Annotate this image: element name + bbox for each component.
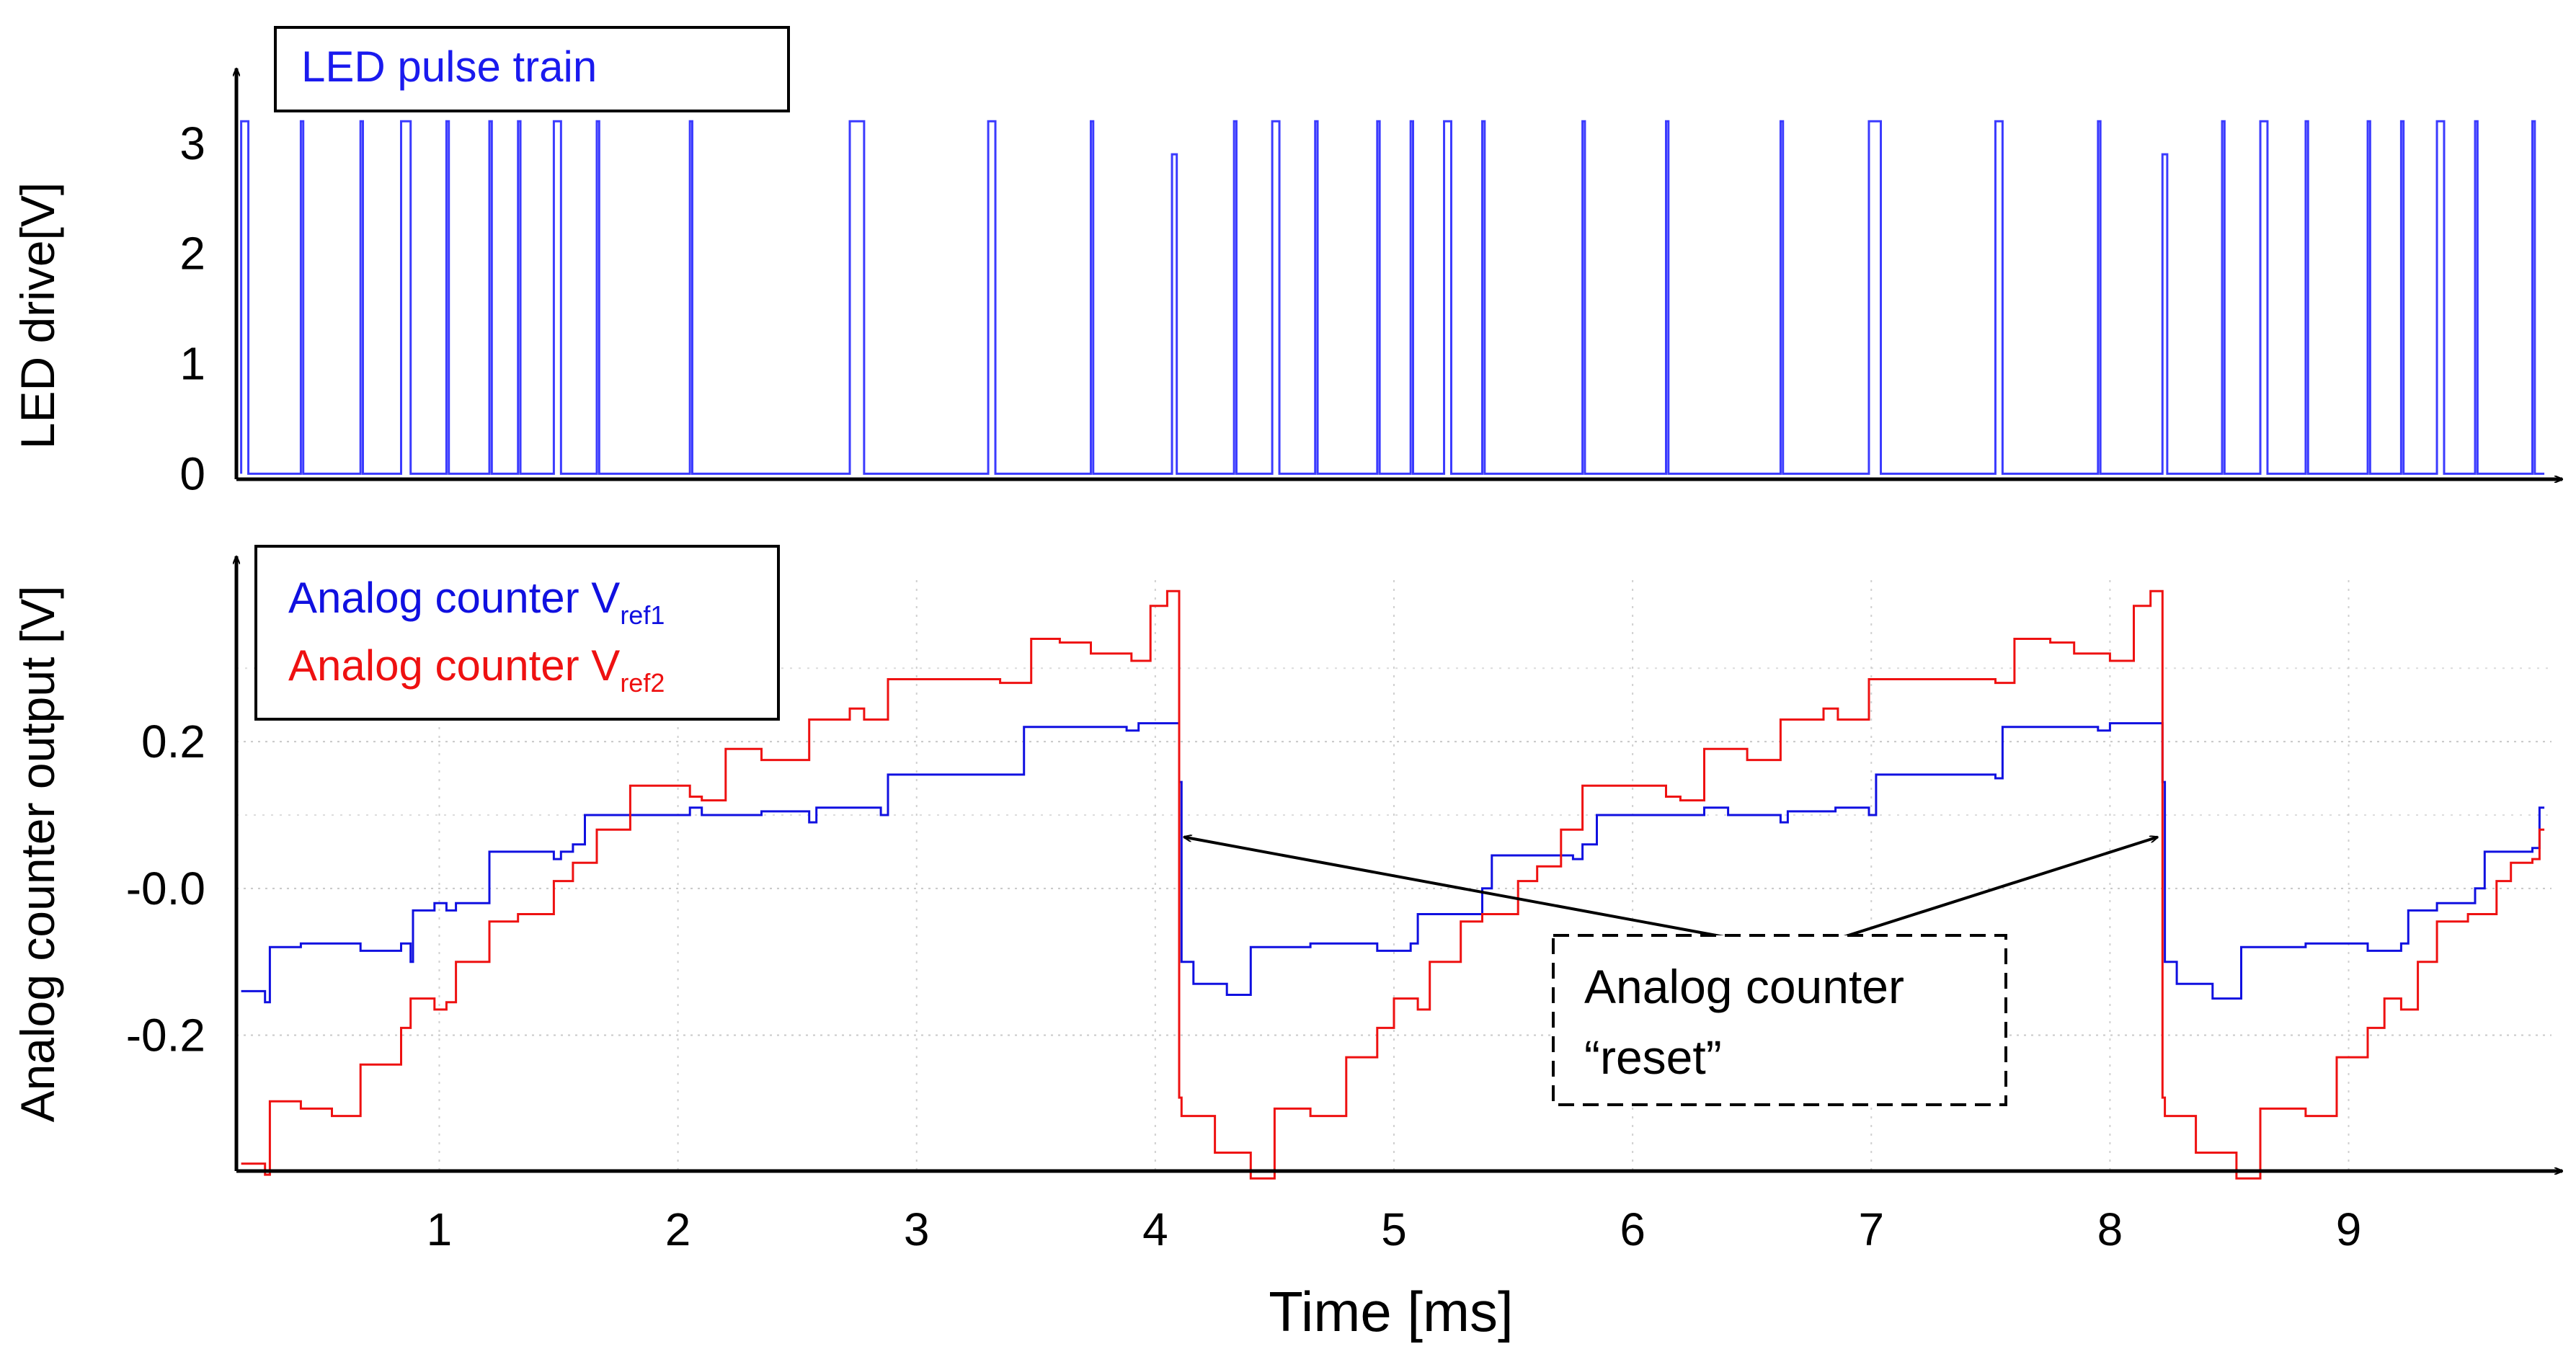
led-y-tick-label: 1 [179,338,205,390]
led-drive-panel: 0 1 2 3 LED drive[V] LED pulse train [11,26,2562,500]
led-y-tick-label: 0 [179,448,205,499]
reset-annotation [1184,837,2158,953]
x-axis-title: Time [ms] [1269,1280,1513,1343]
analog-y-tick-label: 0.2 [141,716,205,767]
led-pulse-train-line [240,120,2545,475]
legend-vref1-sub: ref1 [620,600,665,630]
analog-x-ticks: 1 2 3 4 5 6 7 8 9 [427,1203,2362,1255]
led-y-axis-title: LED drive[V] [11,182,64,449]
x-tick-label: 8 [2097,1203,2123,1255]
reset-arrow-right [1799,837,2158,953]
led-y-tick-label: 3 [179,117,205,169]
vref2-series-line [241,589,2545,1180]
x-tick-label: 7 [1858,1203,1884,1255]
led-y-ticks: 0 1 2 3 [179,117,205,500]
analog-counter-panel: 0.2 -0.0 -0.2 1 2 3 4 5 6 7 8 9 Analog counter out… [11,545,2562,1343]
x-tick-label: 6 [1620,1203,1645,1255]
analog-y-tick-label: -0.0 [126,863,205,914]
x-tick-label: 9 [2336,1203,2362,1255]
legend-vref1-text: Analog counter V [288,574,620,622]
led-legend-box [274,26,790,112]
legend-entry-vref1: Analog counter Vref1 [288,574,665,630]
legend-vref2-sub: ref2 [620,668,665,698]
x-tick-label: 3 [904,1203,930,1255]
analog-axes [236,556,2562,1171]
analog-y-tick-label: -0.2 [126,1010,205,1061]
analog-legend-box [254,545,780,721]
x-tick-label: 4 [1142,1203,1168,1255]
reset-annotation-line2: “reset” [1584,1031,1722,1084]
analog-y-axis-title: Analog counter output [V] [11,586,64,1123]
led-y-tick-label: 2 [179,228,205,280]
analog-y-ticks: 0.2 -0.0 -0.2 [126,716,205,1061]
reset-annotation-line1: Analog counter [1584,960,1904,1013]
legend-entry-vref2: Analog counter Vref2 [288,641,665,698]
reset-annotation-box [1552,934,2007,1106]
x-tick-label: 5 [1381,1203,1407,1255]
analog-series-group [241,589,2545,1180]
legend-vref2-text: Analog counter V [288,641,620,690]
reset-arrow-left [1184,837,1800,953]
x-tick-label: 1 [427,1203,453,1255]
led-pulse-series-group [240,120,2545,475]
led-axes [236,68,2562,479]
x-tick-label: 2 [665,1203,691,1255]
led-legend-label: LED pulse train [301,43,597,91]
vref1-series-line [241,722,2545,1004]
